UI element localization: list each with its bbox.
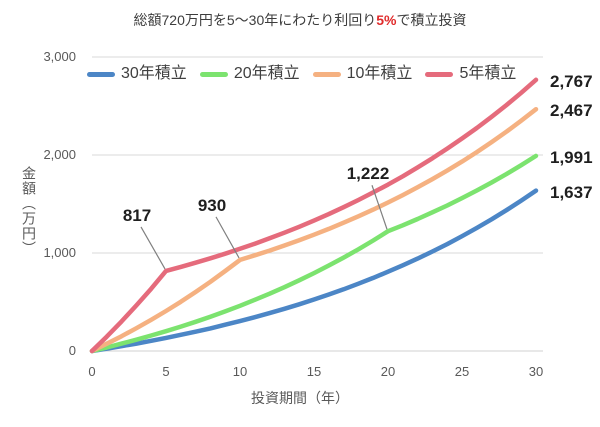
legend-item-10年積立: 10年積立: [312, 63, 413, 85]
series-line-5年積立: [89, 77, 539, 354]
legend-line-swatch: [312, 71, 341, 77]
series-end-label-20年積立: 1,991: [550, 147, 593, 167]
legend-label: 20年積立: [233, 65, 300, 82]
legend-label: 30年積立: [121, 65, 187, 82]
annotation-leader-817: [140, 226, 166, 270]
y-tick-label-0: 0: [68, 343, 76, 358]
legend: 30年積立 20年積立 10年積立 5年積立: [87, 63, 516, 85]
y-tick-label-2,000: 2,000: [43, 147, 76, 162]
chart-title-highlight: 5%: [376, 12, 397, 28]
x-tick-label-30: 30: [528, 364, 544, 379]
annotation-leader-930: [215, 216, 240, 259]
x-tick-label-25: 25: [454, 364, 470, 379]
annotation-label-20年積立: 1,222: [346, 164, 390, 184]
x-tick-label-5: 5: [162, 364, 170, 379]
legend-line-swatch: [87, 71, 115, 77]
chart-title-suffix: で積立投資: [396, 12, 467, 28]
x-tick-label-15: 15: [306, 364, 322, 379]
legend-line-swatch: [199, 71, 228, 77]
annotation-label-5年積立: 817: [122, 205, 152, 225]
x-tick-label-20: 20: [380, 364, 396, 379]
legend-line-swatch: [425, 71, 454, 77]
series-line-10年積立: [89, 106, 539, 354]
legend-item-5年積立: 5年積立: [425, 63, 516, 85]
x-axis-title: 投資期間（年）: [251, 390, 349, 406]
y-tick-label-3,000: 3,000: [43, 49, 76, 64]
series-line-30年積立: [89, 188, 539, 354]
series-end-label-5年積立: 2,767: [550, 71, 593, 91]
series-line-20年積立: [89, 153, 539, 354]
x-tick-label-10: 10: [232, 364, 248, 379]
legend-item-20年積立: 20年積立: [199, 63, 300, 85]
legend-item-30年積立: 30年積立: [87, 63, 187, 85]
legend-label: 5年積立: [459, 65, 517, 82]
x-tick-label-0: 0: [88, 364, 96, 379]
annotation-leader-1,222: [371, 185, 388, 230]
legend-label: 10年積立: [346, 65, 413, 82]
y-axis-title: 金額（万円）: [21, 166, 37, 256]
chart-title: 総額720万円を5〜30年にわたり利回り5%で積立投資: [0, 10, 600, 30]
series-end-label-10年積立: 2,467: [550, 101, 593, 121]
chart-title-prefix: 総額720万円を5〜30年にわたり利回り: [133, 12, 377, 28]
series-end-label-30年積立: 1,637: [550, 182, 593, 202]
y-tick-label-1,000: 1,000: [43, 245, 76, 260]
annotation-label-10年積立: 930: [197, 195, 227, 215]
